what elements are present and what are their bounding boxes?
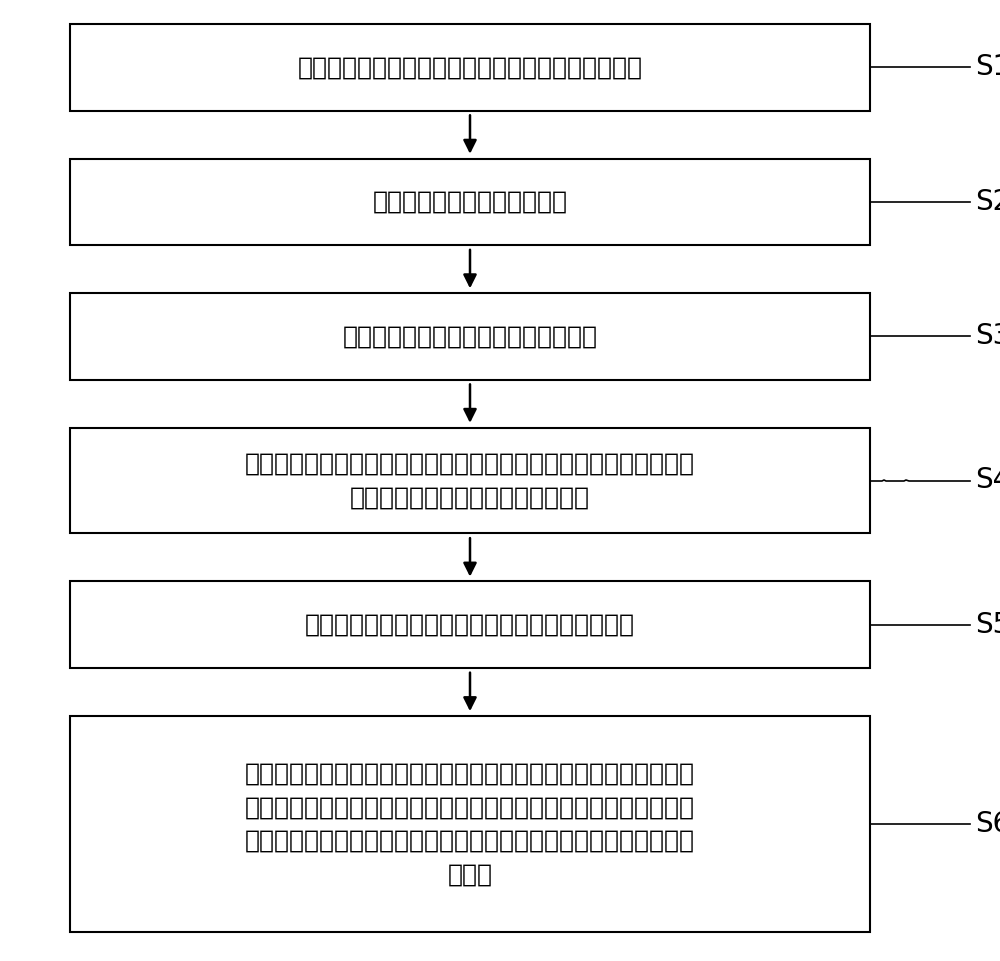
Text: 形成自对准硅化物阻挡层，所述自对准硅化物阻挡层中形成有第一开
口，所述第一开口至少露出部分漏区: 形成自对准硅化物阻挡层，所述自对准硅化物阻挡层中形成有第一开 口，所述第一开口至… <box>245 452 695 509</box>
Text: S6: S6 <box>975 810 1000 838</box>
Text: 在所述栅极结构的两端形成源区和漏区: 在所述栅极结构的两端形成源区和漏区 <box>343 325 598 348</box>
Text: 在所述源区和漏区上分别形成源区接触和漏区接触，以分别与所述源
区和所述漏区形成电连接，其中，所述漏区接触的底端部分内嵌于所
述开口中并且与所述开口的侧壁直接接触: 在所述源区和漏区上分别形成源区接触和漏区接触，以分别与所述源 区和所述漏区形成电… <box>245 762 695 886</box>
Text: S5: S5 <box>975 610 1000 639</box>
Text: 在所述源区和露出的所述漏区上形成金属硅化物层: 在所述源区和露出的所述漏区上形成金属硅化物层 <box>305 613 635 636</box>
FancyBboxPatch shape <box>70 293 870 380</box>
FancyBboxPatch shape <box>70 24 870 111</box>
FancyBboxPatch shape <box>70 716 870 932</box>
FancyBboxPatch shape <box>70 159 870 245</box>
Text: S4: S4 <box>975 466 1000 495</box>
FancyBboxPatch shape <box>70 581 870 668</box>
Text: S2: S2 <box>975 187 1000 216</box>
Text: S1: S1 <box>975 53 1000 82</box>
Text: S3: S3 <box>975 322 1000 351</box>
Text: 提供半导体衬底，在所述半导体衬底中形成有漂移区: 提供半导体衬底，在所述半导体衬底中形成有漂移区 <box>298 56 642 79</box>
FancyBboxPatch shape <box>70 428 870 533</box>
Text: 在所述漂移区上形成栅极结构: 在所述漂移区上形成栅极结构 <box>373 190 568 213</box>
